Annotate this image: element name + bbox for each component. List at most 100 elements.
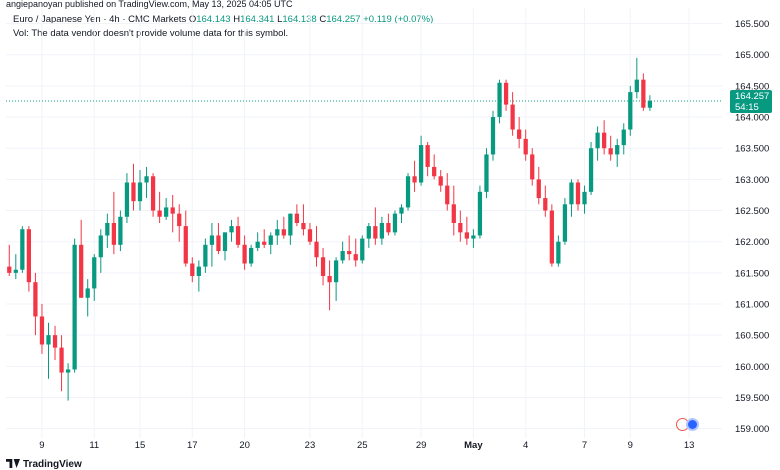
- candle-down: [425, 145, 430, 167]
- candle-down: [386, 223, 391, 233]
- candle-up: [556, 241, 561, 264]
- candle-up: [229, 226, 234, 233]
- candle-up: [379, 223, 385, 239]
- price-tick-label: 160.000: [735, 362, 769, 373]
- candle-up: [105, 223, 110, 236]
- candle-down: [536, 179, 541, 199]
- time-tick-label: 20: [239, 440, 250, 451]
- tradingview-logo[interactable]: TradingView: [6, 459, 82, 470]
- candle-up: [137, 182, 143, 202]
- candle-up: [621, 129, 626, 146]
- candle-up: [118, 216, 123, 245]
- candle-down: [111, 223, 116, 245]
- candle-up: [647, 100, 653, 108]
- volume-note: Vol: The data vendor doesn't provide vol…: [13, 28, 289, 39]
- candle-up: [92, 257, 97, 289]
- candle-up: [497, 82, 502, 118]
- time-tick-label: 17: [187, 440, 198, 451]
- candle-up: [562, 204, 568, 242]
- candle-down: [412, 176, 417, 183]
- time-tick-label: 23: [305, 440, 316, 451]
- candle-down: [170, 207, 175, 214]
- candle-down: [543, 198, 548, 211]
- candle-down: [530, 154, 535, 180]
- candle-up: [595, 132, 600, 149]
- candle-down: [183, 226, 188, 264]
- price-tick-label: 161.000: [735, 300, 769, 311]
- candle-down: [26, 229, 32, 283]
- candle-up: [249, 247, 254, 264]
- candle-down: [216, 235, 221, 252]
- candle-series: [7, 57, 653, 401]
- candle-up: [333, 260, 339, 283]
- price-tick-label: 160.500: [735, 331, 769, 342]
- candle-down: [157, 210, 162, 217]
- price-tick-label: 162.500: [735, 206, 769, 217]
- candle-down: [445, 185, 450, 205]
- time-tick-label: 9: [628, 440, 633, 451]
- candle-up: [222, 232, 228, 252]
- price-tick-label: 161.500: [735, 268, 769, 279]
- price-tick-label: 165.500: [735, 19, 769, 30]
- time-tick-label: May: [464, 440, 483, 451]
- time-tick-label: 9: [39, 440, 44, 451]
- candle-down: [373, 226, 378, 239]
- publish-line: angiepanoyan published on TradingView.co…: [6, 0, 293, 9]
- candle-down: [59, 347, 64, 373]
- candle-down: [451, 204, 456, 223]
- candle-up: [360, 238, 365, 261]
- candle-up: [13, 269, 18, 273]
- candle-down: [510, 104, 515, 130]
- close-label: C: [319, 14, 327, 25]
- tradingview-logo-text: TradingView: [23, 459, 82, 470]
- candle-up: [366, 226, 371, 239]
- change-value: +0.119 (+0.07%): [363, 14, 434, 25]
- candle-up: [255, 241, 260, 248]
- candle-up: [196, 266, 201, 276]
- price-tick-label: 159.500: [735, 393, 769, 404]
- candle-up: [418, 145, 424, 183]
- candle-up: [20, 229, 25, 270]
- candle-up: [98, 235, 103, 258]
- candle-up: [275, 229, 280, 236]
- candle-down: [177, 213, 182, 227]
- candle-down: [39, 316, 45, 345]
- candle-up: [85, 288, 90, 298]
- time-tick-label: 25: [357, 440, 368, 451]
- candle-up: [209, 235, 215, 245]
- candle-up: [203, 244, 208, 267]
- candle-down: [523, 138, 528, 155]
- time-tick-label: 4: [523, 440, 528, 451]
- candle-up: [399, 207, 404, 214]
- candle-down: [438, 176, 443, 186]
- candle-up: [582, 191, 587, 205]
- candle-down: [190, 263, 195, 276]
- price-tick-label: 164.000: [735, 113, 769, 124]
- price-tick-label: 165.000: [735, 50, 769, 61]
- candle-down: [52, 335, 58, 348]
- tradingview-logo-icon: [6, 459, 20, 468]
- symbol-name[interactable]: Euro / Japanese Yen · 4h · CMC Markets: [13, 14, 187, 25]
- candle-down: [602, 132, 607, 149]
- candle-up: [164, 207, 169, 217]
- candle-down: [150, 176, 156, 211]
- settings-icon[interactable]: [686, 418, 699, 431]
- candle-down: [33, 282, 38, 317]
- last-price-value: 164.257: [735, 91, 770, 102]
- candle-down: [301, 223, 306, 230]
- candle-up: [288, 213, 293, 236]
- candle-up: [124, 182, 130, 217]
- time-tick-label: 13: [684, 440, 695, 451]
- candle-up: [490, 117, 496, 155]
- price-tick-label: 163.000: [735, 175, 769, 186]
- close-value: 164.257: [326, 14, 361, 25]
- open-value: 164.143: [196, 14, 231, 25]
- candle-down: [327, 275, 332, 283]
- candle-down: [458, 223, 463, 233]
- candle-down: [281, 229, 286, 236]
- candle-up: [392, 213, 398, 233]
- candle-up: [46, 335, 51, 345]
- candle-up: [634, 79, 639, 93]
- price-tick-label: 163.500: [735, 144, 769, 155]
